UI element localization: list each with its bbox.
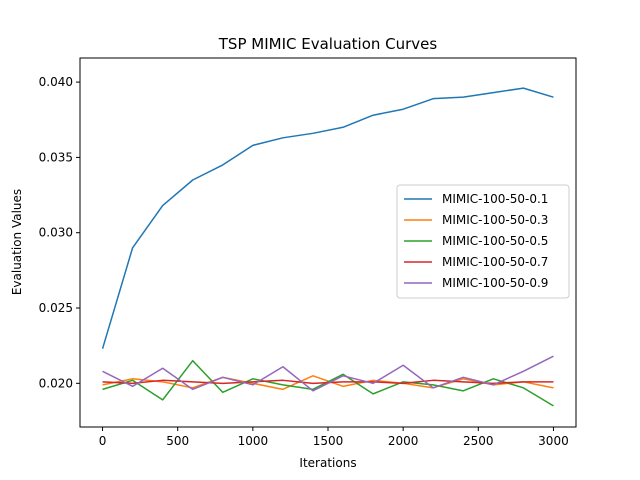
x-tick-label: 2500 [463,434,494,448]
y-tick-label: 0.035 [39,150,73,164]
legend: MIMIC-100-50-0.1 MIMIC-100-50-0.3 MIMIC-10… [396,184,570,299]
series-line-5 [102,355,554,392]
y-tick-label: 0.025 [39,301,73,315]
series-line-1 [101,87,554,349]
x-tick-label: 0 [99,434,107,448]
legend-items: MIMIC-100-50-0.1 MIMIC-100-50-0.3 MIMIC-10… [404,192,548,290]
legend-label-5: MIMIC-100-50-0.9 [442,276,548,290]
legend-label-3: MIMIC-100-50-0.5 [442,234,548,248]
y-tick-label: 0.020 [39,376,73,390]
x-tick-label: 1000 [238,434,269,448]
x-axis-ticks: 0 500 1000 1500 2000 2500 3000 [99,427,569,448]
legend-label-4: MIMIC-100-50-0.7 [442,255,548,269]
plot-area: 0 500 1000 1500 2000 2500 3000 0.020 0.025 0.030… [39,57,577,448]
x-tick-label: 3000 [538,434,569,448]
x-tick-label: 500 [166,434,189,448]
x-tick-label: 2000 [388,434,419,448]
y-axis-label: Evaluation Values [10,189,24,295]
y-tick-label: 0.040 [39,75,73,89]
chart-title: TSP MIMIC Evaluation Curves [218,35,438,53]
legend-box [396,184,570,299]
series-layer [101,87,554,407]
y-tick-label: 0.030 [39,226,73,240]
y-axis-ticks: 0.020 0.025 0.030 0.035 0.040 [39,75,80,390]
legend-label-2: MIMIC-100-50-0.3 [442,213,548,227]
legend-label-1: MIMIC-100-50-0.1 [442,192,548,206]
x-tick-label: 1500 [313,434,344,448]
x-axis-label: Iterations [299,456,356,470]
axes-frame [79,57,577,428]
